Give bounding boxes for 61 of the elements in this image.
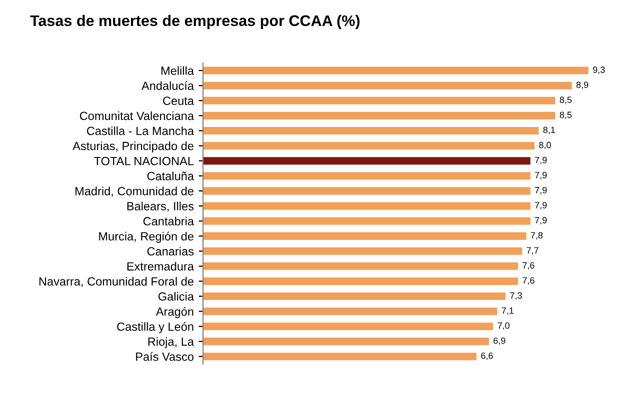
y-tick-label: TOTAL NACIONAL (94, 156, 194, 166)
bar (203, 157, 530, 165)
y-tick-label: Cataluña (147, 172, 194, 180)
data-label: 7,0 (498, 322, 510, 330)
bar (203, 217, 530, 225)
bar (203, 338, 489, 346)
bar (203, 172, 530, 180)
y-tick-label: País Vasco (136, 352, 194, 361)
y-tick-label: Ceuta (163, 96, 194, 106)
bar (203, 292, 506, 300)
y-tick-label: Castilla - La Mancha (86, 126, 194, 136)
y-tick-label: Comunitat Valenciana (80, 111, 194, 120)
bar (203, 322, 494, 330)
y-tick-label: Galicia (158, 292, 194, 301)
data-label: 7,9 (535, 186, 547, 194)
data-label: 7,3 (510, 292, 522, 300)
chart-title: Tasas de muertes de empresas por CCAA (%) (30, 14, 360, 30)
data-label: 8,5 (560, 96, 572, 104)
data-label: 7,9 (535, 202, 547, 210)
bar (203, 262, 518, 270)
y-tick-label: Rioja, La (148, 337, 194, 348)
data-label: 7,6 (522, 262, 534, 270)
y-tick-label: Extremadura (127, 262, 194, 271)
y-tick-label: Madrid, Comunidad de (76, 186, 194, 197)
data-label: 7,1 (502, 307, 514, 315)
bar (203, 247, 522, 255)
bar (203, 187, 530, 195)
bar (203, 232, 526, 240)
bar (203, 66, 588, 74)
bar (203, 202, 530, 210)
data-label: 6,9 (494, 337, 506, 345)
data-label: 8,0 (539, 142, 551, 150)
y-tick-label: Canarias (147, 246, 194, 256)
bar (203, 112, 556, 120)
y-tick-label: Melilla (161, 66, 194, 75)
y-tick-label: Aragón (156, 306, 194, 318)
bar (203, 277, 518, 285)
data-label: 6,6 (481, 352, 493, 360)
data-label: 9,3 (593, 66, 605, 74)
y-tick-label: Navarra, Comunidad Foral de (39, 276, 194, 288)
bar (203, 82, 572, 90)
data-label: 7,8 (530, 232, 543, 240)
data-label: 8,1 (543, 126, 555, 134)
y-tick-label: Castilla y León (117, 322, 194, 334)
data-label: 8,5 (560, 112, 572, 120)
data-label: 7,9 (535, 172, 547, 180)
data-label: 7,6 (522, 277, 534, 285)
bar (203, 308, 498, 316)
bar (203, 96, 556, 104)
bar (203, 352, 477, 360)
y-tick-label: Asturias, Principado de (72, 141, 194, 152)
bar (203, 126, 539, 134)
bar (203, 142, 535, 150)
data-label: 8,9 (576, 82, 588, 90)
data-label: 7,9 (535, 217, 547, 225)
y-tick-label: Balears, Illes (127, 202, 194, 212)
y-tick-label: Murcia, Región de (99, 232, 194, 243)
data-label: 7,9 (535, 156, 547, 164)
data-label: 7,7 (526, 247, 538, 255)
y-tick-label: Cantabria (143, 216, 194, 226)
y-tick-label: Andalucía (141, 81, 194, 90)
